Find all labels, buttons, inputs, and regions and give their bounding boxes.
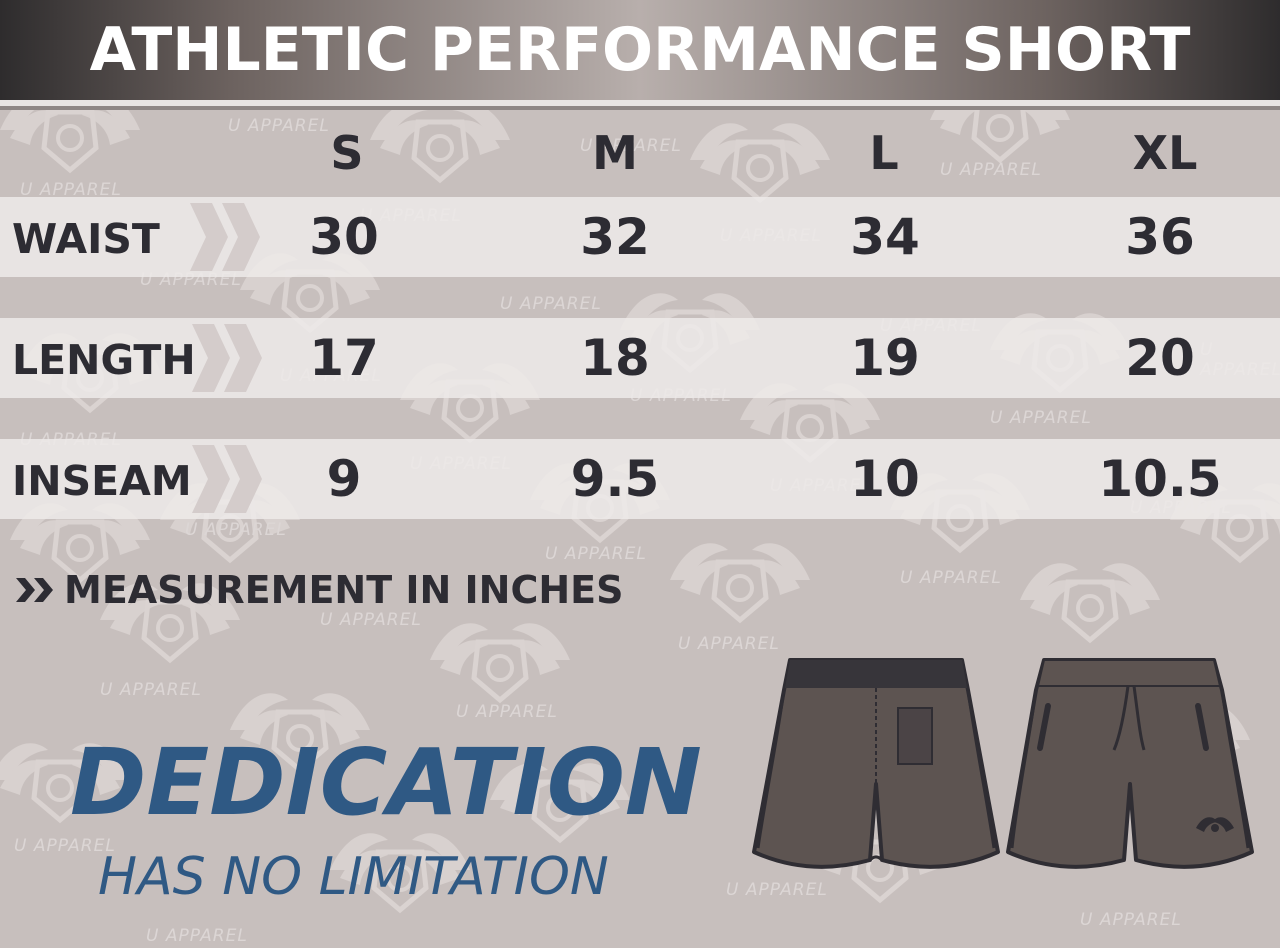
table-row: INSEAM 9 9.5 10 10.5 [0,439,1280,519]
watermark-text: U APPAREL [990,408,1092,428]
row-label-length: LENGTH [12,336,196,384]
length-value-m: 18 [580,329,650,387]
wing-logo-icon [1196,817,1234,832]
size-header-s: S [330,126,364,180]
watermark-text: U APPAREL [940,160,1042,180]
watermark-text: U APPAREL [146,926,248,946]
banner-divider [0,100,1280,106]
title-banner: ATHLETIC PERFORMANCE SHORT [0,0,1280,100]
size-header-l: L [869,126,899,180]
watermark-text: U APPAREL [900,568,1002,588]
watermark-text: U APPAREL [185,520,287,540]
measurement-note: MEASUREMENT IN INCHES [16,560,623,620]
page-title: ATHLETIC PERFORMANCE SHORT [89,15,1191,85]
double-chevron-icon [190,203,260,271]
watermark-text: U APPAREL [580,136,682,156]
measurement-note-text: MEASUREMENT IN INCHES [64,568,624,612]
watermark-text: U APPAREL [14,836,116,856]
double-chevron-icon [192,445,262,513]
inseam-value-l: 10 [850,450,920,508]
waist-value-s: 30 [309,208,379,266]
watermark-text: U APPAREL [320,610,422,630]
watermark-text: U APPAREL [228,116,330,136]
watermark-text: U APPAREL [20,180,122,200]
row-label-waist: WAIST [12,215,160,263]
shorts-front-illustration [752,658,1000,869]
watermark-text: U APPAREL [545,544,647,564]
inseam-value-xl: 10.5 [1098,450,1222,508]
size-header-xl: XL [1132,126,1198,180]
size-header-m: M [592,126,638,180]
waist-value-m: 32 [580,208,650,266]
table-row: LENGTH 17 18 19 20 [0,318,1280,398]
table-row: WAIST 30 32 34 36 [0,197,1280,277]
waist-value-xl: 36 [1125,208,1195,266]
inseam-value-s: 9 [326,450,362,508]
row-label-inseam: INSEAM [12,457,192,505]
watermark-text: U APPAREL [678,634,780,654]
banner-divider-shadow [0,106,1280,110]
watermark-text: U APPAREL [100,680,202,700]
waist-value-l: 34 [850,208,920,266]
watermark-text: U APPAREL [500,294,602,314]
watermark-text: U APPAREL [726,880,828,900]
length-value-xl: 20 [1125,329,1195,387]
watermark-text: U APPAREL [1080,910,1182,930]
shorts-back-illustration [1006,658,1254,869]
length-value-s: 17 [309,329,379,387]
slogan-subline: HAS NO LIMITATION [98,847,609,907]
watermark-text: U APPAREL [456,702,558,722]
length-value-l: 19 [850,329,920,387]
slogan-headline: DEDICATION [70,729,702,836]
double-chevron-icon [16,578,53,602]
inseam-value-m: 9.5 [570,450,660,508]
double-chevron-icon [192,324,262,392]
